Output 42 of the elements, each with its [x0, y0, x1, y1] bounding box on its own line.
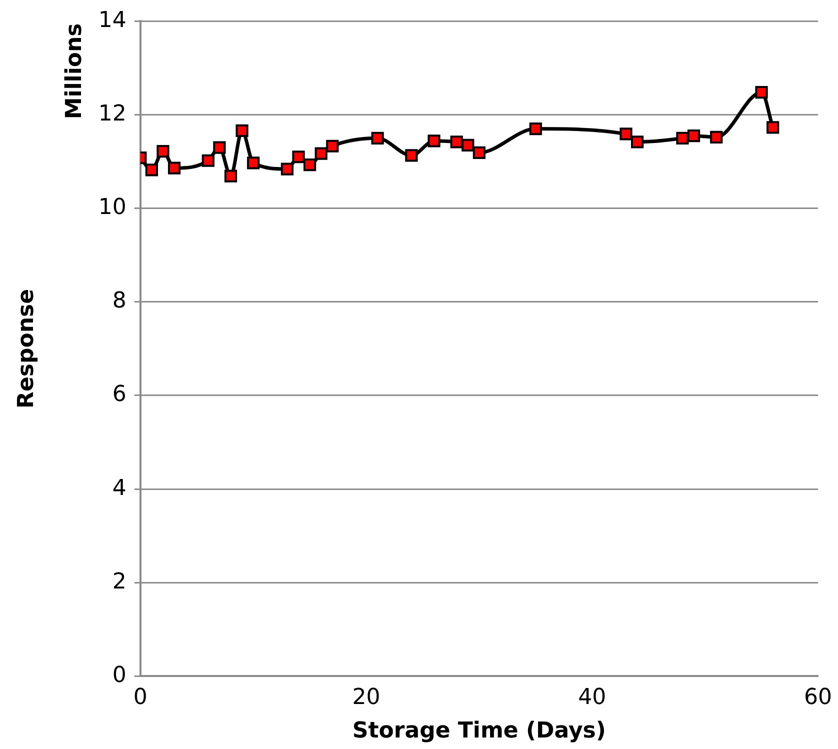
- point: [766, 121, 780, 134]
- y-tick-label: 0: [112, 662, 126, 688]
- point: [236, 124, 248, 137]
- point: [213, 141, 226, 154]
- x-axis-title: Storage Time (Days): [352, 718, 606, 744]
- point: [755, 86, 768, 99]
- y-tick-label: 8: [112, 288, 126, 314]
- point: [462, 138, 474, 152]
- point: [687, 130, 700, 142]
- point: [428, 134, 440, 148]
- point: [326, 140, 339, 152]
- y-tick-label: 4: [112, 476, 126, 501]
- y-tick-label: 6: [112, 382, 126, 408]
- x-tick-label: 60: [804, 685, 832, 710]
- point: [292, 150, 305, 164]
- point: [280, 162, 294, 176]
- point: [450, 136, 463, 148]
- point: [631, 136, 644, 148]
- point: [676, 132, 689, 144]
- point: [247, 156, 260, 170]
- point: [303, 158, 316, 172]
- point: [145, 164, 158, 176]
- y-tick-label: 10: [98, 195, 126, 220]
- x-tick-label: 20: [352, 685, 380, 710]
- y-axis-title: Response: [14, 288, 39, 408]
- point: [529, 122, 542, 136]
- y-tick-label: 2: [112, 569, 126, 594]
- point: [202, 154, 214, 167]
- point: [620, 128, 632, 140]
- y-tick-label: 14: [98, 8, 126, 33]
- point: [224, 170, 238, 182]
- text: Millions: [62, 23, 88, 120]
- y-tick-label: 12: [98, 101, 126, 126]
- point: [314, 147, 328, 160]
- x-tick-label: 40: [578, 685, 606, 710]
- point: [405, 149, 418, 162]
- point: [168, 162, 181, 174]
- point: [710, 130, 723, 144]
- point: [472, 146, 486, 159]
- point: [156, 144, 170, 158]
- x-tick-label: 0: [133, 685, 148, 710]
- point: [371, 132, 384, 144]
